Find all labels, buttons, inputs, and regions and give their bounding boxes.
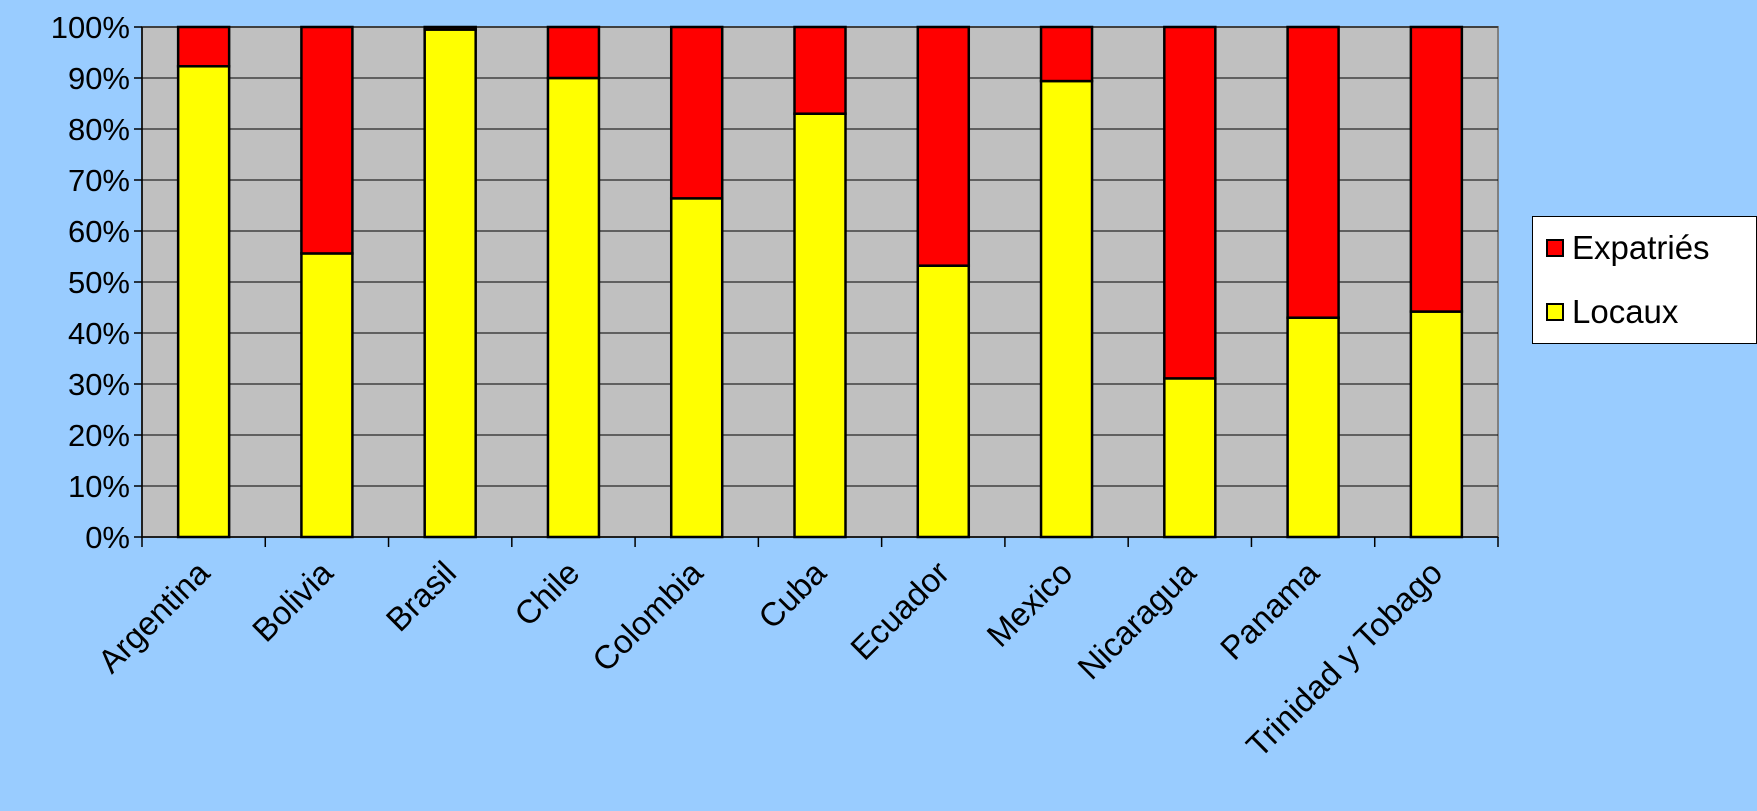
bar-expatries-argentina <box>176 25 231 68</box>
x-category-label: Cuba <box>751 553 833 635</box>
bar-locaux-panama <box>1286 316 1340 539</box>
y-tick-label: 70% <box>68 163 130 198</box>
bar-locaux-mexico <box>1039 79 1094 539</box>
legend-label-expatries: Expatriés <box>1572 229 1710 266</box>
y-tick-label: 40% <box>68 316 130 351</box>
bar-expatries-mexico <box>1039 25 1094 83</box>
bar-expatries-brasil <box>423 25 477 31</box>
bar-locaux-trinidad-y-tobago <box>1409 310 1464 539</box>
bar-expatries-ecuador <box>916 25 971 267</box>
bar-locaux-nicaragua <box>1163 377 1217 539</box>
bar-locaux-colombia <box>669 197 724 539</box>
x-category-label: Colombia <box>585 553 710 678</box>
legend-item-locaux: Locaux <box>1546 292 1678 332</box>
bar-expatries-trinidad-y-tobago <box>1409 25 1464 313</box>
legend-swatch-expatries <box>1546 239 1564 257</box>
y-tick-label: 60% <box>68 214 130 249</box>
x-category-label: Panama <box>1213 553 1327 667</box>
y-tick-label: 10% <box>68 469 130 504</box>
bar-locaux-cuba <box>793 112 847 539</box>
y-tick-label: 50% <box>68 265 130 300</box>
legend-swatch-locaux <box>1546 303 1564 321</box>
x-category-label: Brasil <box>379 554 464 639</box>
bar-expatries-bolivia <box>300 25 354 255</box>
y-tick-label: 90% <box>68 61 130 96</box>
bar-locaux-brasil <box>423 28 477 539</box>
bar-locaux-ecuador <box>916 264 971 539</box>
x-category-label: Argentina <box>91 553 218 680</box>
y-tick-label: 30% <box>68 367 130 402</box>
chart-legend: Expatriés Locaux <box>1532 216 1757 344</box>
y-tick-label: 100% <box>51 10 130 45</box>
x-category-label: Nicaragua <box>1070 553 1203 686</box>
bar-locaux-bolivia <box>300 252 354 539</box>
legend-item-expatries: Expatriés <box>1546 228 1710 268</box>
bar-expatries-panama <box>1286 25 1340 319</box>
y-tick-label: 0% <box>85 520 130 555</box>
bar-expatries-nicaragua <box>1163 25 1217 380</box>
x-category-label: Ecuador <box>843 554 956 667</box>
y-tick-label: 80% <box>68 112 130 147</box>
bar-expatries-colombia <box>669 25 724 200</box>
bar-locaux-chile <box>546 76 601 539</box>
bar-expatries-chile <box>546 25 601 80</box>
x-category-label: Mexico <box>979 554 1079 654</box>
bar-expatries-cuba <box>793 25 847 115</box>
y-tick-label: 20% <box>68 418 130 453</box>
x-category-label: Chile <box>507 554 586 633</box>
bar-locaux-argentina <box>176 65 231 539</box>
legend-label-locaux: Locaux <box>1572 293 1679 330</box>
x-category-label: Bolivia <box>245 553 340 648</box>
